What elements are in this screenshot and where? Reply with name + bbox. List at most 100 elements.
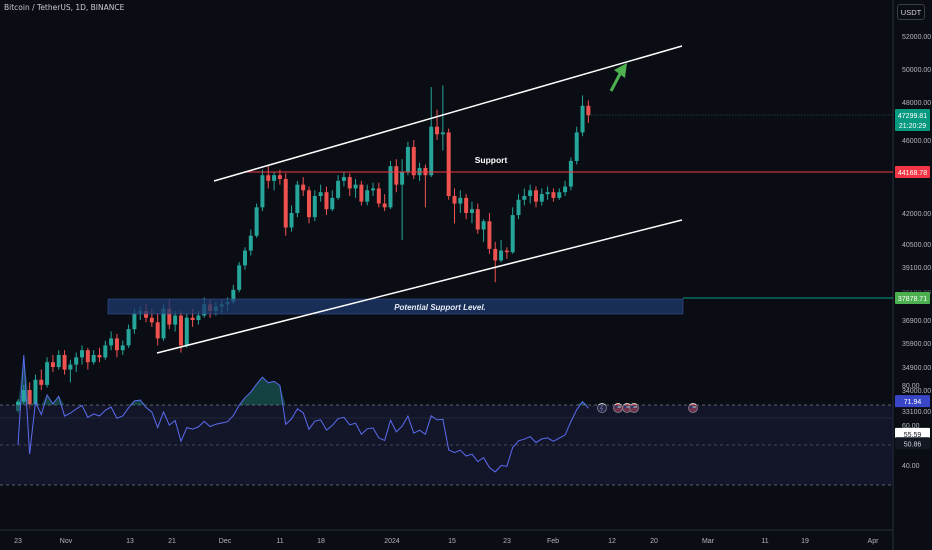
candle-body <box>114 338 119 351</box>
candle-body <box>551 192 556 198</box>
potential-support-label: Potential Support Level. <box>394 303 486 312</box>
rsi-overbought-fill <box>18 355 589 405</box>
candle-body <box>469 209 474 213</box>
candle-body <box>493 248 498 261</box>
bar-countdown-label-bg <box>895 119 930 131</box>
candle-body <box>231 289 236 303</box>
potential-support-price-label-bg <box>895 292 930 304</box>
candle-body <box>545 192 550 195</box>
candle-body <box>452 195 457 204</box>
candle-body <box>318 192 323 196</box>
rsi-value-label: 71.94 <box>904 399 922 406</box>
candle-body <box>27 390 32 404</box>
time-tick-label: 13 <box>126 538 134 545</box>
candle-body <box>196 315 201 320</box>
time-axis[interactable]: 23 Nov 13 21 Dec 11 18 2024 15 23 Feb 12 20 Mar 11 19 Ap… <box>14 538 879 545</box>
candle-body <box>336 180 341 198</box>
candle-body <box>260 175 265 208</box>
candle-body <box>295 184 300 213</box>
time-tick-label: Dec <box>219 538 232 545</box>
candle-body <box>481 221 486 230</box>
candle-body <box>574 132 579 161</box>
candle-body <box>97 355 102 358</box>
time-tick-label: 18 <box>317 538 325 545</box>
candle-body <box>242 250 247 266</box>
candle-body <box>557 192 562 198</box>
candle-body <box>429 126 434 176</box>
candle-body <box>475 209 480 230</box>
candle-body <box>435 126 440 135</box>
candle-body <box>347 177 352 189</box>
bar-countdown-label: 21:20:29 <box>899 123 926 130</box>
time-tick-label: Nov <box>60 538 73 545</box>
candle-body <box>109 338 114 346</box>
channel-lower-line[interactable] <box>156 219 683 354</box>
candle-body <box>504 250 509 253</box>
candle-body <box>132 313 137 330</box>
candle-body <box>324 192 329 210</box>
candle-body <box>254 207 259 236</box>
time-tick-label: 23 <box>14 538 22 545</box>
candle-body <box>394 166 399 185</box>
projection-arrow-shaft[interactable] <box>609 71 623 92</box>
current-price-label-bg <box>895 109 930 121</box>
projection-arrow-head[interactable] <box>614 63 627 78</box>
candle-body <box>371 188 376 191</box>
candle-body <box>382 203 387 208</box>
support-label: Support <box>475 155 508 165</box>
candle-body <box>528 190 533 196</box>
symbol-title[interactable]: Bitcoin / TetherUS, 1D, BINANCE <box>4 3 125 12</box>
candle-body <box>307 190 311 218</box>
price-axis[interactable]: 52000.00 50000.00 48000.00 46000.00 42000.00… <box>895 34 931 470</box>
candle-body <box>266 175 271 181</box>
time-tick-label: 11 <box>276 538 283 545</box>
candle-body <box>289 213 294 228</box>
candle-body <box>272 175 277 181</box>
price-tick-label: 48000.00 <box>902 100 931 107</box>
candle-body <box>458 197 463 204</box>
support-price-label-bg <box>895 166 930 178</box>
candle-body <box>353 184 358 189</box>
rsi-ma2-label: 50.86 <box>904 441 922 448</box>
candle-body <box>50 362 55 367</box>
candle-body <box>184 317 189 346</box>
currency-button[interactable]: USDT <box>897 4 925 20</box>
time-tick-label: 11 <box>761 538 768 545</box>
time-tick-label: Feb <box>547 538 559 545</box>
candle-body <box>563 186 568 193</box>
candle-body <box>103 345 108 358</box>
candle-body <box>446 132 451 196</box>
potential-support-zone[interactable] <box>107 298 684 315</box>
candle-body <box>120 345 125 351</box>
time-tick-label: Apr <box>868 538 880 545</box>
time-tick-label: 20 <box>650 538 658 545</box>
candle-body <box>376 188 381 204</box>
time-tick-label: 12 <box>608 538 616 545</box>
price-tick-label: 33100.00 <box>902 409 931 416</box>
price-tick-label: 50000.00 <box>902 67 931 74</box>
candle-body <box>341 177 346 181</box>
rsi-tick-label: 80.00 <box>902 383 920 390</box>
candle-body <box>400 171 405 185</box>
candle-body <box>85 350 90 363</box>
candle-body <box>126 329 131 346</box>
price-tick-label: 40500.00 <box>902 242 931 249</box>
channel-upper-line[interactable] <box>213 45 683 182</box>
candle-body <box>178 315 183 346</box>
candle-body <box>539 194 544 202</box>
drawing-layer[interactable]: Potential Support Level. Support <box>107 45 893 413</box>
candle-body <box>149 317 154 323</box>
candle-body <box>161 308 166 339</box>
candle-body <box>516 199 521 216</box>
candle-body <box>33 379 38 404</box>
candle-body <box>405 146 410 172</box>
rsi-line <box>17 354 589 473</box>
support-price-label: 44168.78 <box>898 170 927 177</box>
rsi-ma2-label-bg <box>895 437 930 450</box>
candle-body <box>301 184 306 191</box>
rsi-ma1-label: 55.59 <box>904 432 922 439</box>
candle-body <box>248 235 253 251</box>
candle-body <box>359 184 364 202</box>
candle-body <box>487 221 492 249</box>
